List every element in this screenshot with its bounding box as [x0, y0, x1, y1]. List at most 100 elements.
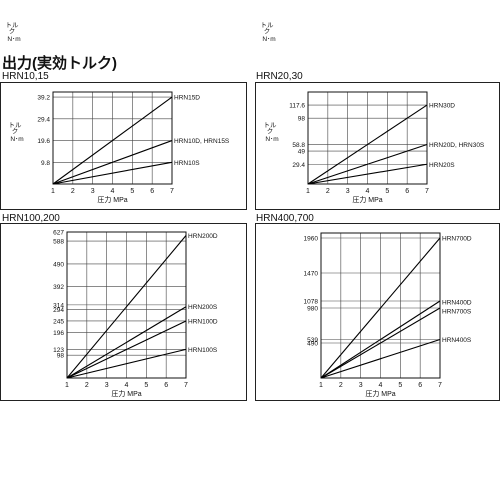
- chart-1-x-tick-label: 7: [170, 188, 174, 195]
- chart-1-series-label: HRN10S: [174, 160, 200, 167]
- chart-3-y-tick-label: 392: [53, 284, 64, 291]
- chart-1-x-tick-label: 5: [130, 188, 134, 195]
- chart-3-y-tick-label: 627: [53, 230, 64, 237]
- chart-4-y-tick-label: 490: [307, 341, 318, 348]
- chart-4-plot-border: [320, 232, 441, 379]
- chart-3-x-axis-label: 圧力 MPa: [111, 389, 141, 398]
- chart-1-y-axis-unit: N･m: [10, 136, 23, 143]
- chart-3-series-line: [66, 306, 187, 379]
- chart-4-x-tick-label: 1: [319, 382, 323, 389]
- chart-3-x-tick-label: 2: [85, 382, 89, 389]
- chart-2-series-label: HRN30D: [429, 103, 455, 110]
- chart-2-x-tick-label: 4: [366, 188, 370, 195]
- chart-1-x-tick-label: 1: [51, 188, 55, 195]
- chart-4-x-tick-label: 5: [398, 382, 402, 389]
- chart-4-y-axis-label-2: ク: [264, 27, 271, 35]
- chart-1-series-line: [52, 140, 173, 185]
- chart-3-frame: [0, 223, 247, 401]
- chart-4-y-tick-label: 1960: [304, 236, 319, 243]
- chart-4-x-tick-label: 7: [438, 382, 442, 389]
- chart-4-x-tick-label: 2: [339, 382, 343, 389]
- chart-1-y-axis-label-2: ク: [12, 127, 19, 135]
- chart-1-plot-border: [52, 91, 173, 185]
- chart-4-series-line: [320, 307, 441, 379]
- chart-4-y-tick-label: 1470: [304, 271, 319, 278]
- chart-2-x-tick-label: 7: [425, 188, 429, 195]
- chart-1-x-tick-label: 2: [71, 188, 75, 195]
- chart-4-x-axis-label: 圧力 MPa: [365, 389, 395, 398]
- chart-3-x-tick-label: 7: [184, 382, 188, 389]
- chart-2-y-tick-label: 29.4: [292, 162, 305, 169]
- chart-3-series-label: HRN200D: [188, 233, 218, 240]
- chart-2-y-tick-label: 117.6: [289, 103, 305, 110]
- chart-2-series-line: [307, 163, 428, 185]
- chart-3-x-tick-label: 6: [164, 382, 168, 389]
- chart-3-y-tick-label: 196: [53, 330, 64, 337]
- chart-2-x-tick-label: 1: [306, 188, 310, 195]
- chart-4-series-line: [320, 338, 441, 379]
- chart-3-x-tick-label: 5: [144, 382, 148, 389]
- chart-4-series-label: HRN700S: [442, 309, 472, 316]
- chart-1-title: HRN10,15: [2, 71, 49, 82]
- page-title: 出力(実効トルク): [2, 55, 117, 72]
- chart-1-x-tick-label: 3: [91, 188, 95, 195]
- chart-3-y-tick-label: 123: [53, 347, 64, 354]
- chart-3-plot-border: [66, 231, 187, 379]
- chart-4-y-axis-unit: N･m: [262, 36, 275, 43]
- chart-3-title: HRN100,200: [2, 213, 60, 224]
- chart-1-x-tick-label: 6: [150, 188, 154, 195]
- chart-4-y-tick-label: 539: [307, 337, 318, 344]
- chart-3-series-label: HRN100D: [188, 318, 218, 325]
- chart-4-series-label: HRN400S: [442, 337, 472, 344]
- chart-1-series-label: HRN15D: [174, 95, 200, 102]
- chart-3-series-line: [66, 235, 187, 379]
- chart-3-y-tick-label: 588: [53, 239, 64, 246]
- chart-1-series-line: [52, 161, 173, 185]
- chart-3-y-tick-label: 98: [57, 353, 65, 360]
- chart-4-series-line: [320, 300, 441, 379]
- chart-2-x-axis-label: 圧力 MPa: [352, 195, 382, 204]
- chart-1-series-label: HRN10D, HRN15S: [174, 138, 230, 145]
- chart-4-series-label: HRN400D: [442, 300, 472, 307]
- chart-4-y-axis-label: トル: [261, 22, 275, 29]
- chart-1-y-tick-label: 39.2: [37, 95, 50, 102]
- chart-3-y-tick-label: 294: [53, 307, 64, 314]
- chart-2-series-label: HRN20D, HRN30S: [429, 142, 485, 149]
- chart-1-y-tick-label: 9.8: [41, 160, 50, 167]
- chart-1-series-line: [52, 96, 173, 185]
- chart-4-y-tick-label: 1078: [304, 299, 319, 306]
- chart-1-y-tick-label: 19.6: [37, 138, 50, 145]
- chart-2-x-tick-label: 3: [346, 188, 350, 195]
- chart-1-y-tick-label: 29.4: [37, 116, 50, 123]
- chart-3-y-tick-label: 245: [53, 318, 64, 325]
- chart-2-y-axis-unit: N･m: [265, 136, 278, 143]
- chart-3-series-label: HRN100S: [188, 347, 218, 354]
- chart-3-y-axis-label: トル: [6, 22, 20, 29]
- chart-4-x-tick-label: 4: [379, 382, 383, 389]
- chart-2-x-tick-label: 5: [385, 188, 389, 195]
- chart-3-y-tick-label: 490: [53, 261, 64, 268]
- chart-4-series-label: HRN700D: [442, 236, 472, 243]
- chart-2-x-tick-label: 6: [405, 188, 409, 195]
- chart-4-series-line: [320, 237, 441, 379]
- chart-2-series-line: [307, 143, 428, 185]
- chart-3-x-tick-label: 4: [125, 382, 129, 389]
- chart-3-y-axis-label-2: ク: [9, 27, 16, 35]
- chart-2-y-tick-label: 49: [298, 149, 306, 156]
- chart-3-y-tick-label: 314: [53, 302, 64, 309]
- chart-3-series-line: [66, 348, 187, 379]
- chart-2-y-tick-label: 58.8: [292, 142, 305, 149]
- chart-3-series-label: HRN200S: [188, 304, 218, 311]
- chart-1-frame: [0, 82, 247, 210]
- chart-2-x-tick-label: 2: [326, 188, 330, 195]
- chart-2-y-axis-label: トル: [264, 122, 278, 129]
- chart-4-x-tick-label: 3: [359, 382, 363, 389]
- chart-2-y-axis-label-2: ク: [267, 127, 274, 135]
- chart-2-title: HRN20,30: [256, 71, 303, 82]
- chart-3-x-tick-label: 3: [105, 382, 109, 389]
- chart-4-title: HRN400,700: [256, 213, 314, 224]
- chart-3-series-line: [66, 320, 187, 379]
- chart-1-x-tick-label: 4: [111, 188, 115, 195]
- chart-2-plot-border: [307, 91, 428, 185]
